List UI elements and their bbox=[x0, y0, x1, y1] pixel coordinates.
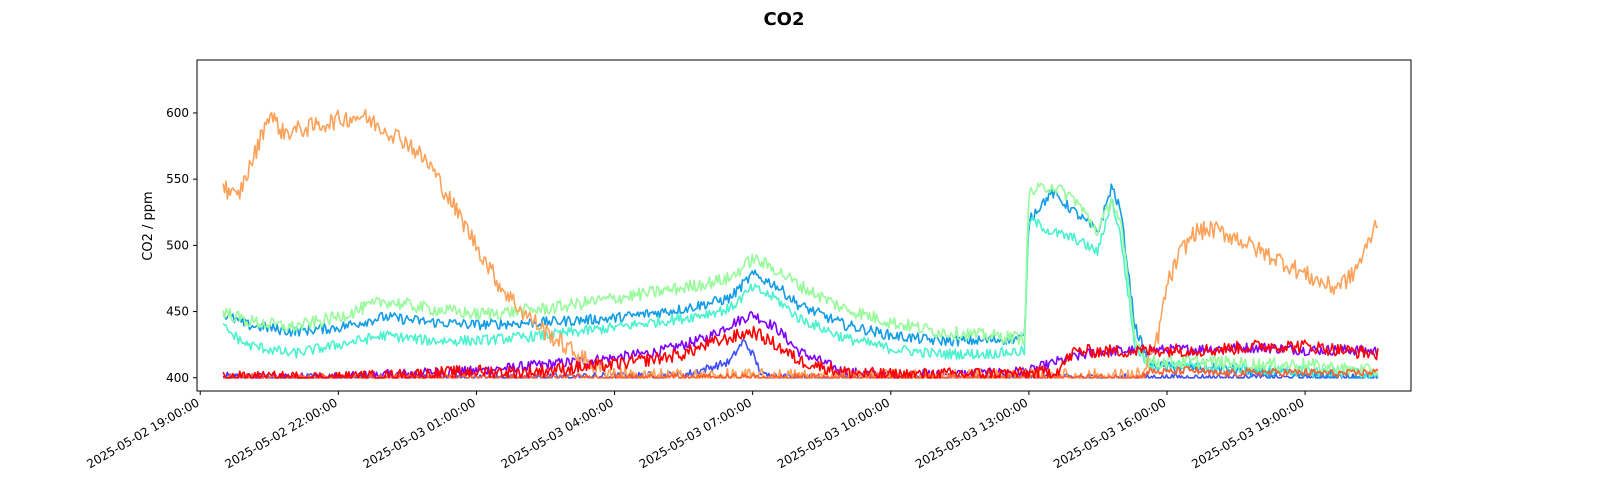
series-line-5 bbox=[222, 182, 1379, 377]
plot-frame bbox=[196, 59, 1412, 392]
chart-title: CO2 bbox=[763, 9, 804, 30]
series-line-4 bbox=[222, 199, 1379, 379]
x-tick-label: 2025-05-03 07:00:00 bbox=[637, 395, 754, 471]
y-tick-label: 600 bbox=[166, 106, 189, 120]
x-tick-label: 2025-05-03 13:00:00 bbox=[913, 395, 1030, 471]
x-tick-label: 2025-05-03 16:00:00 bbox=[1051, 395, 1168, 471]
x-axis: 2025-05-02 19:00:00 2025-05-02 22:00:00 20… bbox=[84, 391, 1307, 471]
x-tick-label: 2025-05-03 19:00:00 bbox=[1189, 395, 1306, 471]
y-tick-label: 450 bbox=[166, 305, 189, 319]
y-tick-label: 400 bbox=[166, 371, 189, 385]
x-tick-label: 2025-05-02 22:00:00 bbox=[222, 395, 339, 471]
y-axis: 400 450 500 550 600 bbox=[166, 106, 197, 385]
x-tick-label: 2025-05-03 04:00:00 bbox=[499, 395, 616, 471]
y-tick-label: 500 bbox=[166, 238, 189, 252]
series-line-8 bbox=[222, 325, 1379, 379]
series-layer bbox=[222, 108, 1379, 379]
series-line-6 bbox=[222, 108, 1379, 379]
y-tick-label: 550 bbox=[166, 172, 189, 186]
x-tick-label: 2025-05-03 01:00:00 bbox=[361, 395, 478, 471]
x-tick-label: 2025-05-03 10:00:00 bbox=[775, 395, 892, 471]
x-tick-label: 2025-05-02 19:00:00 bbox=[84, 395, 201, 471]
y-axis-label: CO2 / ppm bbox=[141, 191, 156, 260]
